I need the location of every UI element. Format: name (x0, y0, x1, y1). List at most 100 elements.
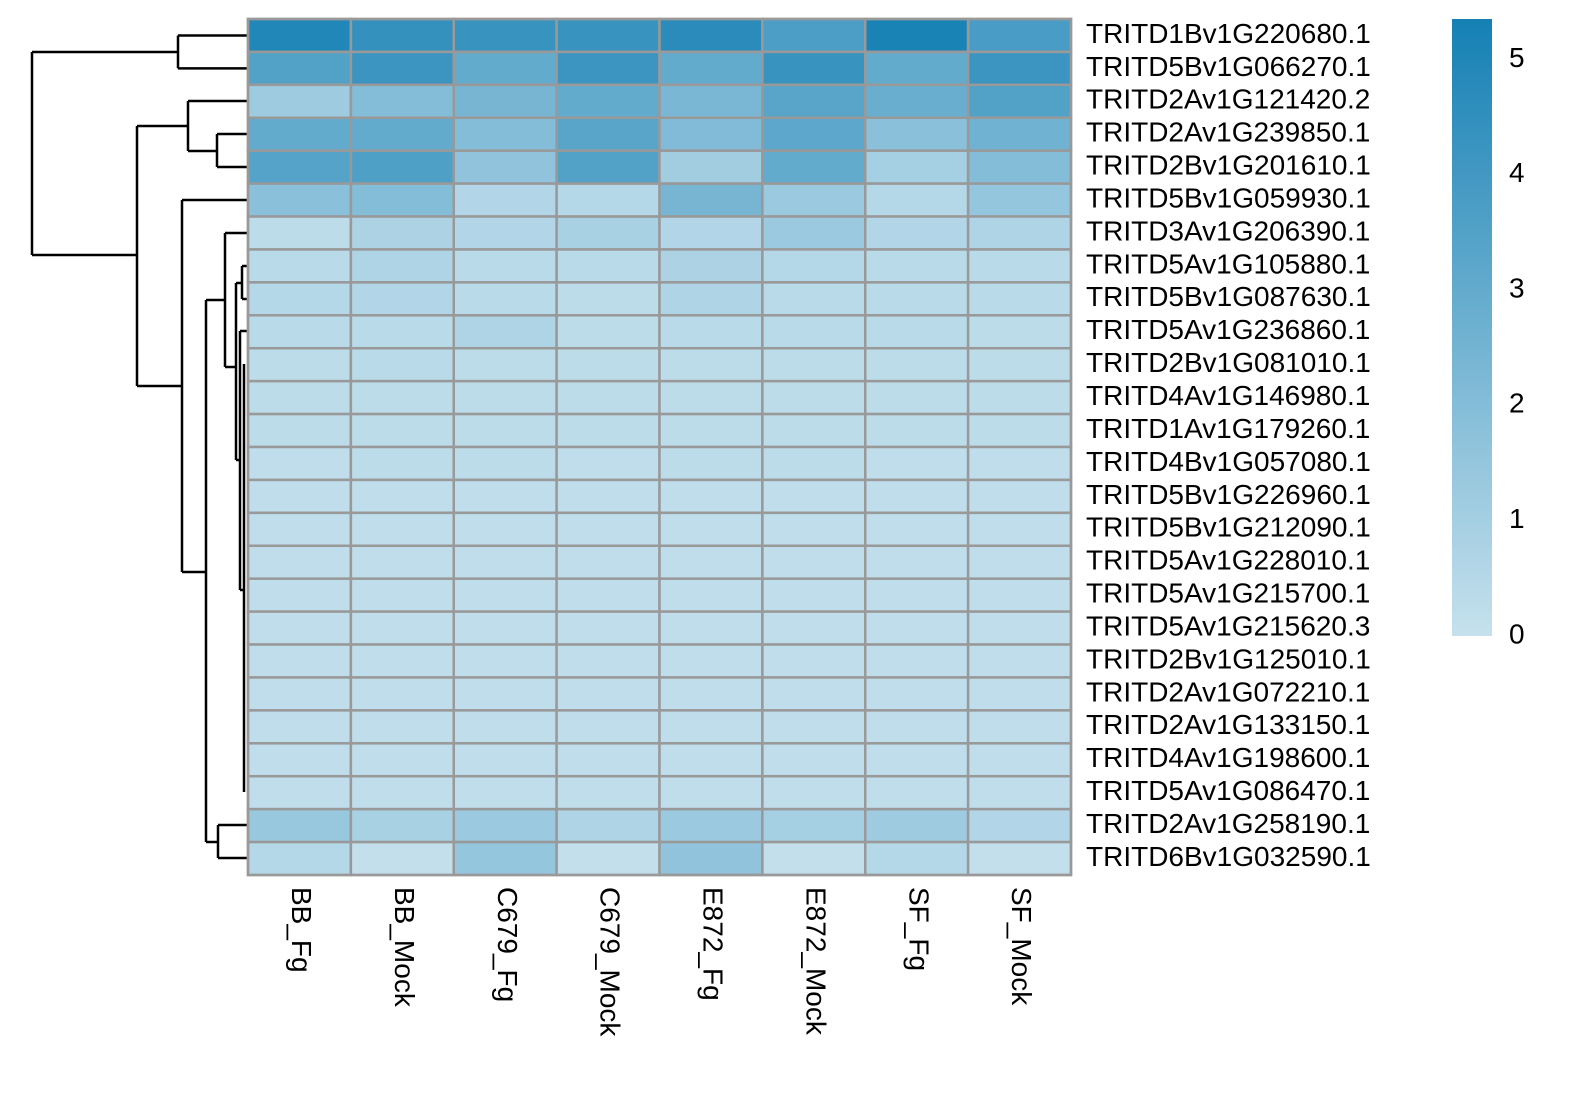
heatmap-cell (966, 215, 1073, 251)
heatmap-cell (864, 840, 970, 877)
row-label: TRITD2Av1G133150.1 (1086, 709, 1370, 740)
heatmap-cell (349, 643, 455, 679)
heatmap-cell (452, 346, 558, 383)
row-label: TRITD4Av1G146980.1 (1086, 380, 1370, 411)
column-label: E872_Fg (698, 887, 729, 1001)
heatmap-cell (555, 676, 661, 712)
colorbar-tick-label: 0 (1509, 618, 1525, 649)
heatmap-cell (761, 511, 867, 548)
heatmap-cell (452, 379, 558, 416)
heatmap-cell (761, 709, 867, 745)
heatmap-cell (864, 478, 970, 515)
heatmap-cell (246, 774, 353, 811)
heatmap-cell (555, 610, 661, 646)
heatmap-cell (761, 544, 867, 580)
heatmap-cell (452, 709, 558, 745)
heatmap-cell (658, 709, 764, 745)
heatmap-cell (864, 17, 970, 54)
heatmap-cell (761, 610, 867, 646)
heatmap-cell (555, 412, 661, 449)
heatmap-cell (246, 149, 353, 185)
heatmap-cell (864, 379, 970, 416)
heatmap-cell (864, 346, 970, 383)
heatmap-cell (246, 50, 353, 87)
heatmap-cell (966, 281, 1073, 317)
heatmap-cell (349, 149, 455, 185)
heatmap-cell (761, 116, 867, 152)
heatmap-cell (864, 742, 970, 778)
heatmap-cell (246, 840, 353, 877)
heatmap-cell (349, 83, 455, 120)
heatmap-cell (555, 215, 661, 251)
column-label: C679_Mock (595, 887, 626, 1037)
row-label: TRITD6Bv1G032590.1 (1086, 841, 1371, 872)
heatmap-cell (349, 281, 455, 317)
heatmap-cell (966, 182, 1073, 218)
heatmap-cell (658, 281, 764, 317)
heatmap-cell (555, 17, 661, 54)
row-label: TRITD2Bv1G125010.1 (1086, 643, 1371, 674)
row-label: TRITD5Av1G105880.1 (1086, 248, 1370, 279)
heatmap-cell (555, 50, 661, 87)
heatmap-border (246, 17, 1073, 877)
row-label: TRITD5Av1G236860.1 (1086, 314, 1370, 345)
heatmap-cell (864, 248, 970, 284)
heatmap-cell (966, 742, 1073, 778)
heatmap-cell (864, 215, 970, 251)
heatmap-cell (349, 17, 455, 54)
heatmap-cell (658, 610, 764, 646)
heatmap-cell (246, 709, 353, 745)
heatmap-cell (246, 577, 353, 613)
heatmap-cell (349, 511, 455, 548)
heatmap-cell (761, 346, 867, 383)
heatmap-cell (658, 577, 764, 613)
heatmap-cell (864, 281, 970, 317)
heatmap-cell (761, 215, 867, 251)
heatmap-cell (555, 346, 661, 383)
heatmap-cell (966, 17, 1073, 54)
heatmap-cell (452, 412, 558, 449)
heatmap-cell (452, 248, 558, 284)
heatmap-cell (658, 676, 764, 712)
heatmap-cell (349, 314, 455, 350)
heatmap-cell (658, 215, 764, 251)
heatmap-cell (966, 774, 1073, 811)
heatmap-cell (658, 544, 764, 580)
heatmap-cell (246, 807, 353, 844)
heatmap-cell (658, 83, 764, 120)
heatmap-cell (761, 379, 867, 416)
heatmap-cell (864, 709, 970, 745)
colorbar (1452, 19, 1492, 636)
row-label: TRITD2Av1G121420.2 (1086, 84, 1370, 115)
heatmap-cell (761, 840, 867, 877)
heatmap-cell (246, 610, 353, 646)
heatmap-cell (349, 346, 455, 383)
column-label: BB_Fg (286, 887, 317, 973)
heatmap-cell (658, 346, 764, 383)
heatmap-cell (864, 50, 970, 87)
heatmap-cell (246, 314, 353, 350)
heatmap-cell (658, 643, 764, 679)
heatmap-cell (349, 116, 455, 152)
heatmap-cell (864, 182, 970, 218)
heatmap-cell (555, 445, 661, 482)
heatmap-cell (966, 445, 1073, 482)
heatmap-cell (246, 676, 353, 712)
heatmap-cell (246, 643, 353, 679)
heatmap-cell (452, 182, 558, 218)
heatmap-cell (555, 511, 661, 548)
row-label: TRITD2Bv1G081010.1 (1086, 347, 1371, 378)
heatmap-cell (246, 116, 353, 152)
heatmap-cell (864, 610, 970, 646)
heatmap-cell (349, 215, 455, 251)
heatmap-cell (864, 807, 970, 844)
heatmap-cell (864, 577, 970, 613)
dendrogram (30, 34, 248, 860)
heatmap-cell (966, 709, 1073, 745)
heatmap-cell (966, 412, 1073, 449)
heatmap-cell (864, 116, 970, 152)
row-label: TRITD5Bv1G226960.1 (1086, 479, 1371, 510)
column-label: C679_Fg (492, 887, 523, 1002)
heatmap-cell (555, 83, 661, 120)
heatmap-cell (555, 281, 661, 317)
